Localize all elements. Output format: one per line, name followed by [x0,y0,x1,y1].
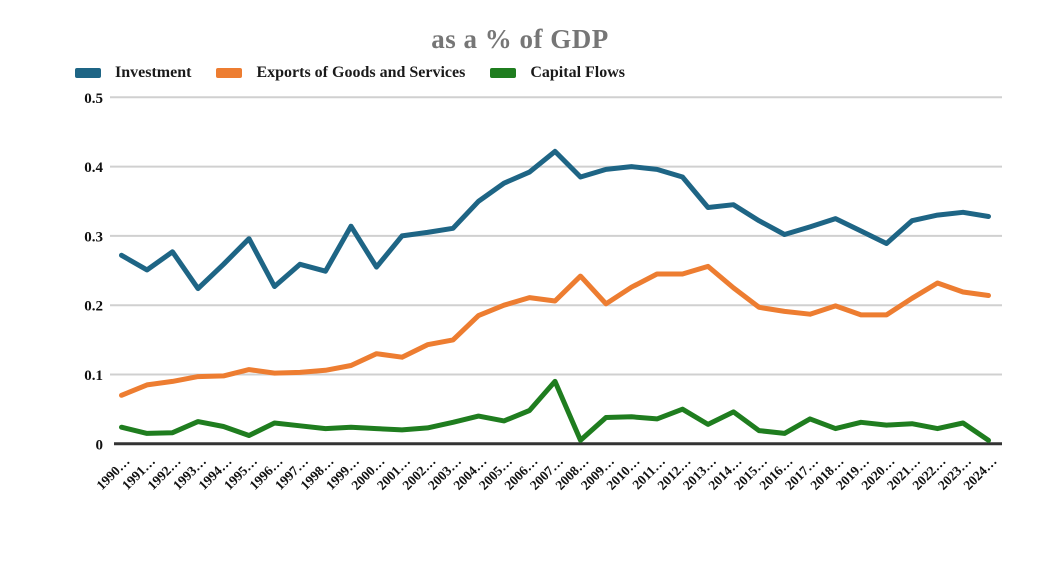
legend-swatch-exports-of-goods-and-services [216,68,243,78]
legend-label-investment: Investment [115,64,192,81]
series-line-investment [119,148,991,292]
legend: Investment Exports of Goods and Services C… [75,64,650,82]
legend-label-exports-of-goods-and-services: Exports of Goods and Services [256,64,466,81]
legend-item-capital-flows[interactable]: Capital Flows [490,64,625,82]
series-line-capital-flows [119,378,991,443]
y-tick-label: 0.1 [84,368,103,384]
y-tick-label: 0.5 [84,91,103,107]
y-tick-label: 0 [96,437,104,453]
legend-label-capital-flows: Capital Flows [530,64,626,81]
legend-item-investment[interactable]: Investment [75,64,191,82]
series-line-exports-of-goods-and-services [119,263,991,398]
chart-title: as a % of GDP [431,24,609,54]
legend-item-exports-of-goods-and-services[interactable]: Exports of Goods and Services [216,64,465,82]
y-tick-label: 0.2 [84,299,103,315]
legend-swatch-investment [75,68,101,78]
y-tick-label: 0.4 [84,160,103,176]
legend-swatch-capital-flows [490,68,517,78]
y-tick-label: 0.3 [84,229,103,245]
